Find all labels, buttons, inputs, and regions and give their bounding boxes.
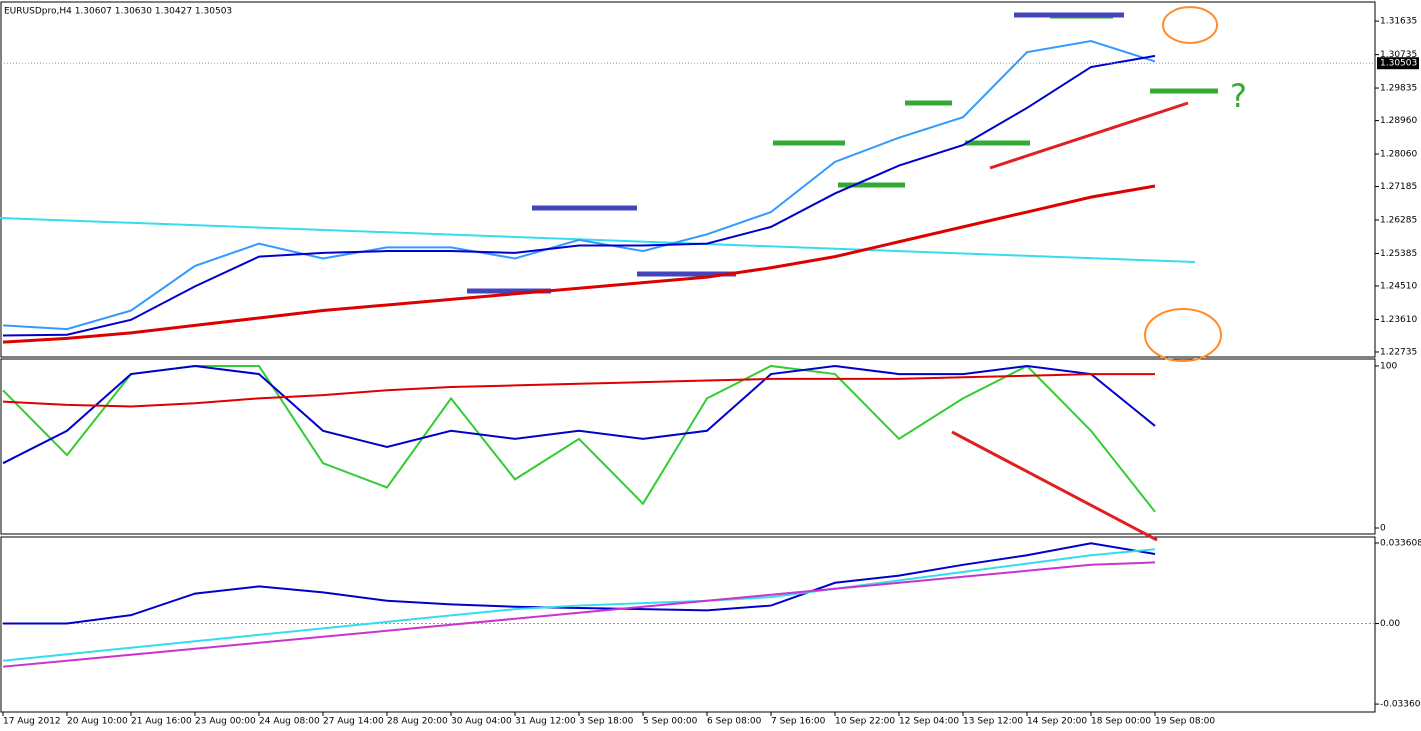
y-tick-label: -0.03360 bbox=[1380, 700, 1421, 710]
x-tick-label: 23 Aug 00:00 bbox=[195, 717, 256, 727]
trend-line bbox=[0, 217, 1196, 263]
series-line bbox=[2, 364, 1156, 465]
x-tick-label: 19 Sep 08:00 bbox=[1155, 717, 1215, 727]
x-tick-label: 3 Sep 18:00 bbox=[579, 717, 634, 727]
x-tick-label: 21 Aug 16:00 bbox=[131, 717, 192, 727]
x-tick-label: 20 Aug 10:00 bbox=[67, 717, 128, 727]
series-line bbox=[2, 548, 1156, 662]
oscillator-panel bbox=[0, 358, 1376, 535]
y-tick-label: 0.00 bbox=[1380, 619, 1400, 629]
series-line bbox=[2, 54, 1156, 337]
x-tick-label: 30 Aug 04:00 bbox=[451, 717, 512, 727]
highlight-circle bbox=[1144, 308, 1222, 362]
y-tick-label: 1.30735 bbox=[1380, 50, 1417, 60]
x-tick-label: 6 Sep 08:00 bbox=[707, 717, 762, 727]
series-line bbox=[3, 542, 1156, 625]
chart-title: EURUSDpro,H4 1.30607 1.30630 1.30427 1.3… bbox=[4, 7, 232, 17]
series-line bbox=[2, 40, 1156, 331]
x-tick-label: 12 Sep 04:00 bbox=[899, 717, 959, 727]
series-line bbox=[2, 561, 1156, 668]
trend-line bbox=[989, 101, 1189, 170]
x-tick-label: 5 Sep 00:00 bbox=[643, 717, 698, 727]
x-tick-label: 27 Aug 14:00 bbox=[323, 717, 384, 727]
y-tick-label: 1.27185 bbox=[1380, 182, 1417, 192]
y-tick-label: 1.28060 bbox=[1380, 150, 1417, 160]
y-tick-label: 0.033608 bbox=[1380, 538, 1421, 548]
x-tick-label: 18 Sep 00:00 bbox=[1091, 717, 1151, 727]
x-tick-label: 14 Sep 20:00 bbox=[1027, 717, 1087, 727]
x-tick-label: 24 Aug 08:00 bbox=[259, 717, 320, 727]
y-tick-label: 1.23610 bbox=[1380, 315, 1417, 325]
last-price-label: 1.30503 bbox=[1380, 59, 1417, 69]
y-tick-label: 100 bbox=[1380, 361, 1397, 371]
divergence-line bbox=[951, 430, 1158, 542]
y-tick-label: 1.28960 bbox=[1380, 116, 1417, 126]
x-tick-label: 31 Aug 12:00 bbox=[515, 717, 576, 727]
y-tick-label: 0 bbox=[1380, 524, 1386, 534]
last-price-box bbox=[1377, 57, 1419, 70]
series-line bbox=[2, 184, 1156, 344]
x-tick-label: 13 Sep 12:00 bbox=[963, 717, 1023, 727]
y-tick-label: 1.24510 bbox=[1380, 282, 1417, 292]
y-tick-label: 1.22735 bbox=[1380, 347, 1417, 357]
y-tick-label: 1.26285 bbox=[1380, 216, 1417, 226]
price-panel bbox=[0, 1, 1376, 358]
x-tick-label: 17 Aug 2012 bbox=[3, 717, 61, 727]
highlight-circle bbox=[1162, 6, 1218, 44]
macd-panel bbox=[0, 536, 1376, 713]
series-line bbox=[2, 373, 1155, 408]
y-tick-label: 1.25385 bbox=[1380, 249, 1417, 259]
annotation: ? bbox=[1230, 77, 1247, 115]
y-tick-label: 1.31635 bbox=[1380, 17, 1417, 27]
y-tick-label: 1.29835 bbox=[1380, 84, 1417, 94]
x-tick-label: 10 Sep 22:00 bbox=[835, 717, 895, 727]
x-tick-label: 28 Aug 20:00 bbox=[387, 717, 448, 727]
x-tick-label: 7 Sep 16:00 bbox=[771, 717, 826, 727]
